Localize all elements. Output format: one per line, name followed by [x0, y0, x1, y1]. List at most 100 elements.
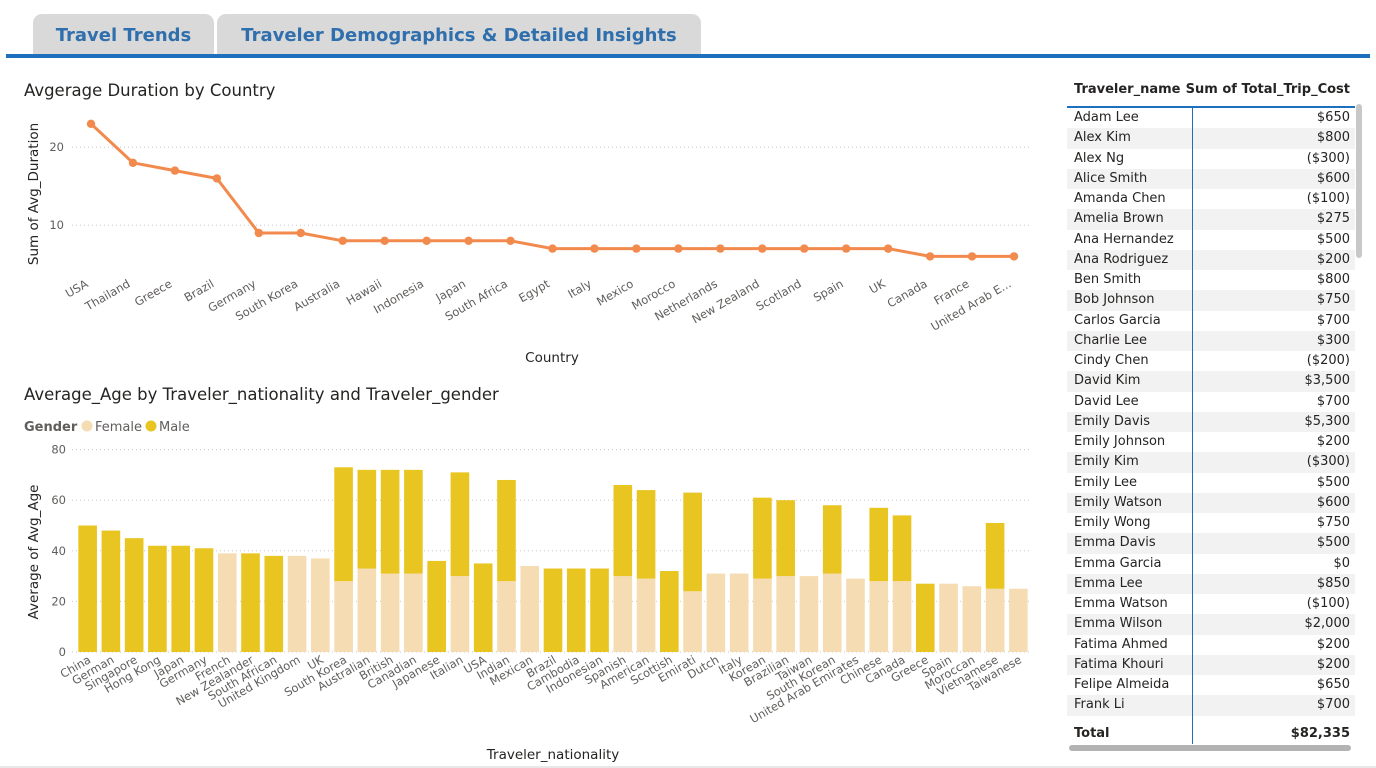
duration-point[interactable] — [170, 166, 180, 175]
bar-male[interactable] — [497, 479, 516, 582]
duration-point[interactable] — [212, 174, 222, 183]
bar-female[interactable] — [869, 581, 889, 652]
bar-male[interactable] — [264, 555, 284, 652]
tab-travel-trends[interactable]: Travel Trends — [33, 14, 214, 56]
table-row[interactable]: Cindy Chen ($200) — [1067, 351, 1355, 371]
bar-male[interactable] — [985, 522, 1005, 589]
bar-male[interactable] — [380, 469, 400, 574]
bar-female[interactable] — [520, 565, 540, 652]
duration-point[interactable] — [674, 244, 683, 253]
duration-point[interactable] — [800, 244, 809, 253]
table-row[interactable]: David Kim $3,500 — [1067, 371, 1355, 392]
bar-male[interactable] — [427, 560, 446, 652]
table-row[interactable]: Bob Johnson $750 — [1067, 290, 1355, 311]
table-row[interactable]: Ana Rodriguez $200 — [1067, 249, 1355, 270]
bar-male[interactable] — [915, 583, 935, 652]
table-row[interactable]: Emma Lee $850 — [1067, 573, 1355, 594]
bar-male[interactable] — [590, 568, 609, 652]
bar-female[interactable] — [1009, 588, 1028, 652]
bar-male[interactable] — [357, 469, 377, 569]
bar-female[interactable] — [450, 576, 470, 652]
bar-female[interactable] — [357, 568, 377, 652]
duration-point[interactable] — [86, 119, 96, 128]
table-row[interactable]: Emily Davis $5,300 — [1067, 411, 1355, 432]
bar-female[interactable] — [939, 583, 958, 652]
table-row[interactable]: Emma Garcia $0 — [1067, 554, 1355, 574]
bar-female[interactable] — [753, 578, 772, 652]
duration-point[interactable] — [632, 244, 641, 253]
bar-female[interactable] — [706, 573, 726, 652]
bar-female[interactable] — [776, 576, 795, 652]
table-row[interactable]: Emily Johnson $200 — [1067, 432, 1355, 452]
duration-point[interactable] — [841, 244, 851, 253]
duration-point[interactable] — [464, 236, 473, 245]
bar-male[interactable] — [543, 568, 563, 652]
bar-female[interactable] — [729, 573, 749, 652]
bar-male[interactable] — [892, 515, 912, 582]
bar-male[interactable] — [613, 485, 633, 577]
bar-female[interactable] — [287, 555, 307, 652]
bar-female[interactable] — [985, 588, 1005, 652]
table-row[interactable]: Ana Hernandez $500 — [1067, 230, 1355, 250]
bar-female[interactable] — [613, 576, 633, 652]
bar-male[interactable] — [124, 538, 144, 652]
legend-male-marker[interactable] — [145, 420, 157, 432]
bar-female[interactable] — [311, 558, 330, 652]
table-horizontal-scrollbar[interactable] — [1069, 745, 1351, 751]
table-row[interactable]: Amelia Brown $275 — [1067, 209, 1355, 230]
duration-point[interactable] — [128, 158, 138, 167]
bar-female[interactable] — [962, 586, 982, 652]
duration-point[interactable] — [296, 228, 305, 238]
duration-point[interactable] — [1009, 252, 1019, 261]
table-row[interactable]: Felipe Almeida $650 — [1067, 675, 1355, 695]
table-row[interactable]: Alex Kim $800 — [1067, 128, 1355, 149]
bar-male[interactable] — [194, 548, 214, 652]
table-row[interactable]: Charlie Lee $300 — [1067, 330, 1355, 351]
table-row[interactable]: Fatima Khouri $200 — [1067, 654, 1355, 675]
table-vertical-scrollbar[interactable] — [1356, 104, 1362, 258]
bar-male[interactable] — [241, 553, 260, 652]
bar-male[interactable] — [450, 472, 470, 577]
bar-female[interactable] — [636, 578, 656, 652]
table-row[interactable]: Alice Smith $600 — [1067, 168, 1355, 189]
table-row[interactable]: Amanda Chen ($100) — [1067, 189, 1355, 209]
table-row[interactable]: Ben Smith $800 — [1067, 270, 1355, 290]
table-row[interactable]: Emily Watson $600 — [1067, 492, 1355, 513]
bar-male[interactable] — [660, 571, 679, 652]
table-row[interactable]: Emma Watson ($100) — [1067, 594, 1355, 614]
tab-traveler-demographics[interactable]: Traveler Demographics & Detailed Insight… — [217, 14, 701, 56]
bar-male[interactable] — [101, 530, 121, 652]
bar-male[interactable] — [753, 497, 772, 579]
table-row[interactable]: Alex Ng ($300) — [1067, 149, 1355, 169]
table-row[interactable]: Emma Wilson $2,000 — [1067, 614, 1355, 635]
bar-female[interactable] — [380, 573, 400, 652]
duration-point[interactable] — [506, 236, 515, 245]
bar-male[interactable] — [683, 492, 702, 592]
duration-point[interactable] — [716, 244, 725, 253]
bar-female[interactable] — [217, 553, 237, 652]
bar-male[interactable] — [148, 545, 167, 652]
bar-male[interactable] — [171, 545, 191, 652]
bar-male[interactable] — [78, 525, 97, 653]
duration-point[interactable] — [380, 236, 389, 245]
duration-point[interactable] — [758, 244, 767, 253]
table-row[interactable]: Emily Lee $500 — [1067, 473, 1355, 493]
table-row[interactable]: Carlos Garcia $700 — [1067, 311, 1355, 331]
bar-female[interactable] — [497, 581, 516, 652]
duration-point[interactable] — [338, 236, 347, 245]
duration-point[interactable] — [422, 236, 431, 245]
bar-female[interactable] — [846, 578, 865, 652]
bar-male[interactable] — [822, 505, 842, 574]
legend-female-label[interactable]: Female — [95, 420, 142, 435]
bar-male[interactable] — [566, 568, 586, 652]
duration-point[interactable] — [590, 244, 599, 253]
bar-female[interactable] — [892, 581, 912, 652]
bar-female[interactable] — [334, 581, 353, 652]
bar-male[interactable] — [636, 490, 656, 579]
bar-female[interactable] — [799, 576, 819, 652]
bar-male[interactable] — [776, 500, 795, 577]
bar-female[interactable] — [683, 591, 702, 652]
duration-point[interactable] — [925, 252, 935, 261]
table-row[interactable]: Frank Li $700 — [1067, 695, 1355, 716]
duration-point[interactable] — [548, 244, 557, 253]
